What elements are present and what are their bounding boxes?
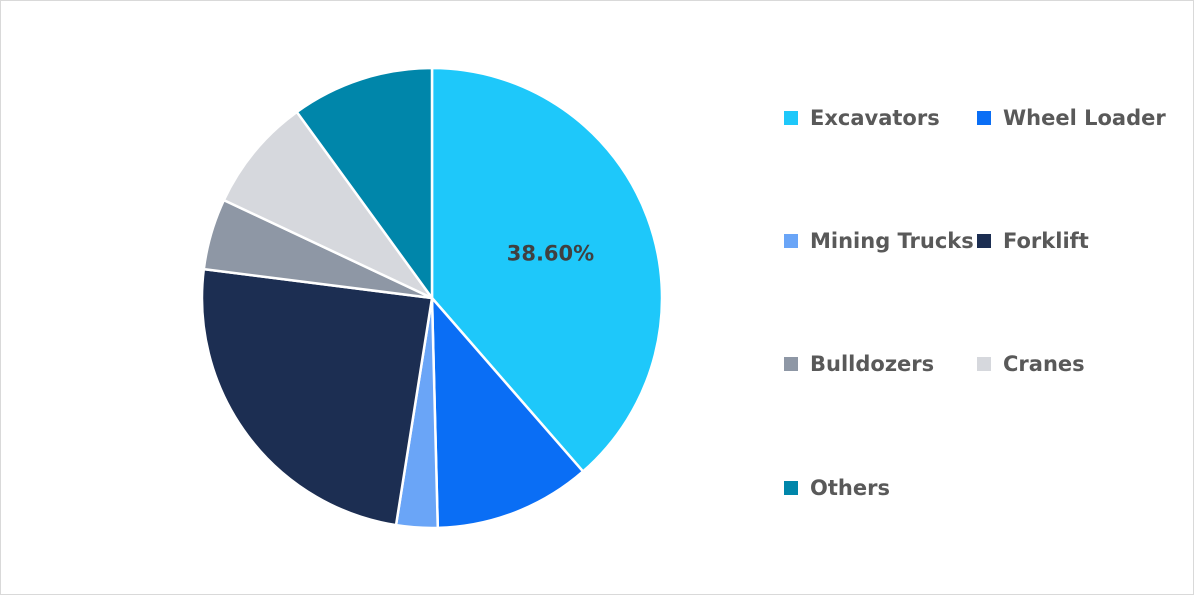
legend-item-excavators: Excavators <box>784 101 940 135</box>
legend-label: Others <box>810 476 890 500</box>
legend-label: Forklift <box>1003 229 1089 253</box>
pie-slice-cranes <box>222 110 434 300</box>
legend-item-bulldozers: Bulldozers <box>784 347 934 381</box>
pie-slice-forklift <box>200 267 434 527</box>
legend-swatch <box>784 481 798 495</box>
legend-item-cranes: Cranes <box>977 347 1085 381</box>
legend-label: Cranes <box>1003 352 1085 376</box>
data-label-excavators: 38.60% <box>507 242 594 266</box>
pie-slice-others <box>295 66 434 300</box>
legend-item-wheel-loader: Wheel Loader <box>977 101 1166 135</box>
legend-swatch <box>977 111 991 125</box>
legend-item-others: Others <box>784 471 890 505</box>
legend-swatch <box>977 357 991 371</box>
pie-slice-excavators <box>430 66 664 473</box>
legend-item-forklift: Forklift <box>977 224 1089 258</box>
legend-label: Bulldozers <box>810 352 935 376</box>
legend-item-mining-trucks: Mining Trucks <box>784 224 974 258</box>
legend-label: Wheel Loader <box>1003 106 1166 130</box>
legend-swatch <box>784 111 798 125</box>
legend-swatch <box>784 357 798 371</box>
legend-swatch <box>784 234 798 248</box>
pie-slice-wheel-loader <box>430 296 585 530</box>
legend-label: Mining Trucks <box>810 229 974 253</box>
legend-label: Excavators <box>810 106 940 130</box>
legend-swatch <box>977 234 991 248</box>
